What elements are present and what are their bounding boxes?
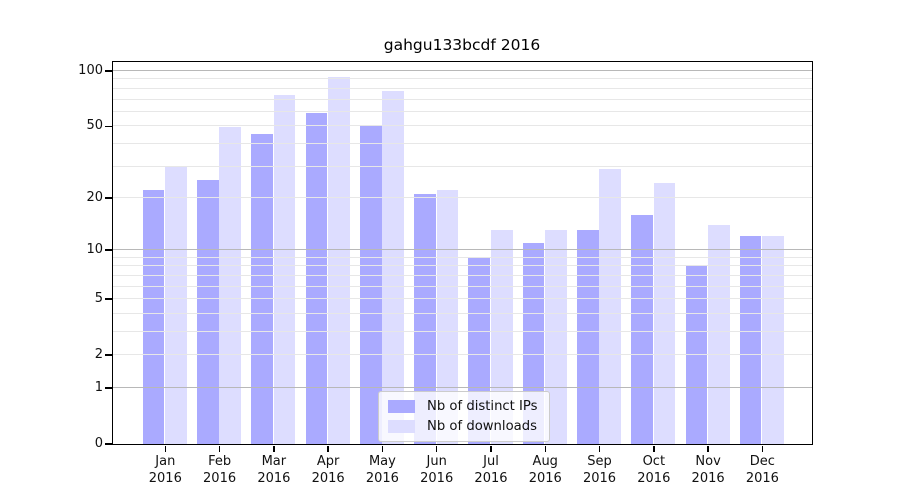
legend-label-distinct-ips: Nb of distinct IPs [427, 399, 538, 414]
bar-distinct-ips-may [359, 125, 382, 444]
bar-distinct-ips-jun [414, 193, 436, 444]
bar-downloads-aug [545, 230, 567, 444]
x-tick-nov [707, 445, 709, 452]
bar-downloads-dec [762, 236, 784, 444]
bar-downloads-mar [273, 94, 296, 444]
x-tick-aug [544, 445, 546, 452]
y-tick-label-1: 1 [94, 379, 103, 395]
y-tick-5 [104, 298, 112, 300]
x-tick-label-jan: Jan 2016 [148, 454, 182, 486]
bars-layer [113, 62, 812, 444]
y-tick-2 [104, 354, 112, 356]
x-tick-label-nov: Nov 2016 [691, 454, 725, 486]
y-tick-label-20: 20 [86, 189, 103, 205]
x-tick-label-jun: Jun 2016 [420, 454, 454, 486]
y-tick-label-100: 100 [78, 63, 103, 79]
x-tick-label-feb: Feb 2016 [203, 454, 237, 486]
y-tick-100 [104, 70, 112, 72]
chart-title: gahgu133bcdf 2016 [383, 36, 541, 54]
legend-swatch-downloads [388, 420, 415, 433]
x-tick-oct [653, 445, 655, 452]
bar-distinct-ips-mar [251, 134, 273, 444]
x-tick-label-dec: Dec 2016 [745, 454, 779, 486]
x-tick-feb [218, 445, 221, 452]
y-tick-1 [104, 387, 112, 389]
y-tick-label-50: 50 [86, 118, 103, 134]
bar-distinct-ips-jan [142, 190, 165, 444]
bar-distinct-ips-feb [196, 180, 219, 444]
bar-downloads-jan [165, 166, 187, 444]
y-tick-20 [104, 197, 112, 199]
x-tick-may [381, 445, 384, 452]
bar-distinct-ips-dec [739, 236, 762, 444]
y-tick-0 [104, 443, 112, 445]
x-tick-label-sep: Sep 2016 [582, 454, 617, 486]
bar-downloads-feb [219, 127, 242, 444]
x-tick-sep [598, 445, 601, 452]
bar-downloads-jun [436, 190, 459, 444]
x-tick-jul [490, 445, 492, 452]
plot-area [111, 60, 813, 445]
y-tick-label-10: 10 [86, 242, 103, 258]
bar-distinct-ips-apr [305, 112, 328, 444]
x-tick-jun [435, 445, 438, 452]
x-tick-label-may: May 2016 [365, 454, 399, 486]
bar-downloads-apr [328, 77, 350, 444]
legend: Nb of distinct IPs Nb of downloads [378, 391, 550, 442]
x-tick-apr [327, 445, 329, 452]
bar-downloads-may [382, 91, 404, 444]
legend-entry-distinct-ips: Nb of distinct IPs [388, 399, 538, 414]
x-tick-label-jul: Jul 2016 [474, 454, 508, 486]
x-tick-label-oct: Oct 2016 [637, 454, 671, 486]
y-tick-label-5: 5 [94, 291, 103, 307]
bar-distinct-ips-sep [576, 230, 599, 444]
bar-downloads-jul [490, 230, 513, 444]
x-tick-mar [273, 445, 275, 452]
legend-swatch-distinct-ips [388, 400, 415, 413]
x-tick-label-aug: Aug 2016 [528, 454, 562, 486]
bar-distinct-ips-nov [685, 265, 708, 444]
y-tick-50 [104, 125, 112, 128]
bar-downloads-oct [653, 183, 676, 444]
bar-downloads-sep [599, 168, 622, 444]
bar-downloads-nov [708, 224, 730, 444]
bar-distinct-ips-oct [631, 214, 653, 444]
x-tick-label-apr: Apr 2016 [311, 454, 345, 486]
x-tick-jan [164, 445, 167, 452]
y-tick-label-0: 0 [94, 436, 103, 451]
legend-entry-downloads: Nb of downloads [388, 419, 538, 434]
legend-label-downloads: Nb of downloads [427, 419, 537, 434]
x-tick-dec [761, 445, 764, 452]
y-tick-label-2: 2 [94, 347, 103, 363]
x-tick-label-mar: Mar 2016 [257, 454, 291, 486]
y-tick-10 [104, 249, 112, 251]
